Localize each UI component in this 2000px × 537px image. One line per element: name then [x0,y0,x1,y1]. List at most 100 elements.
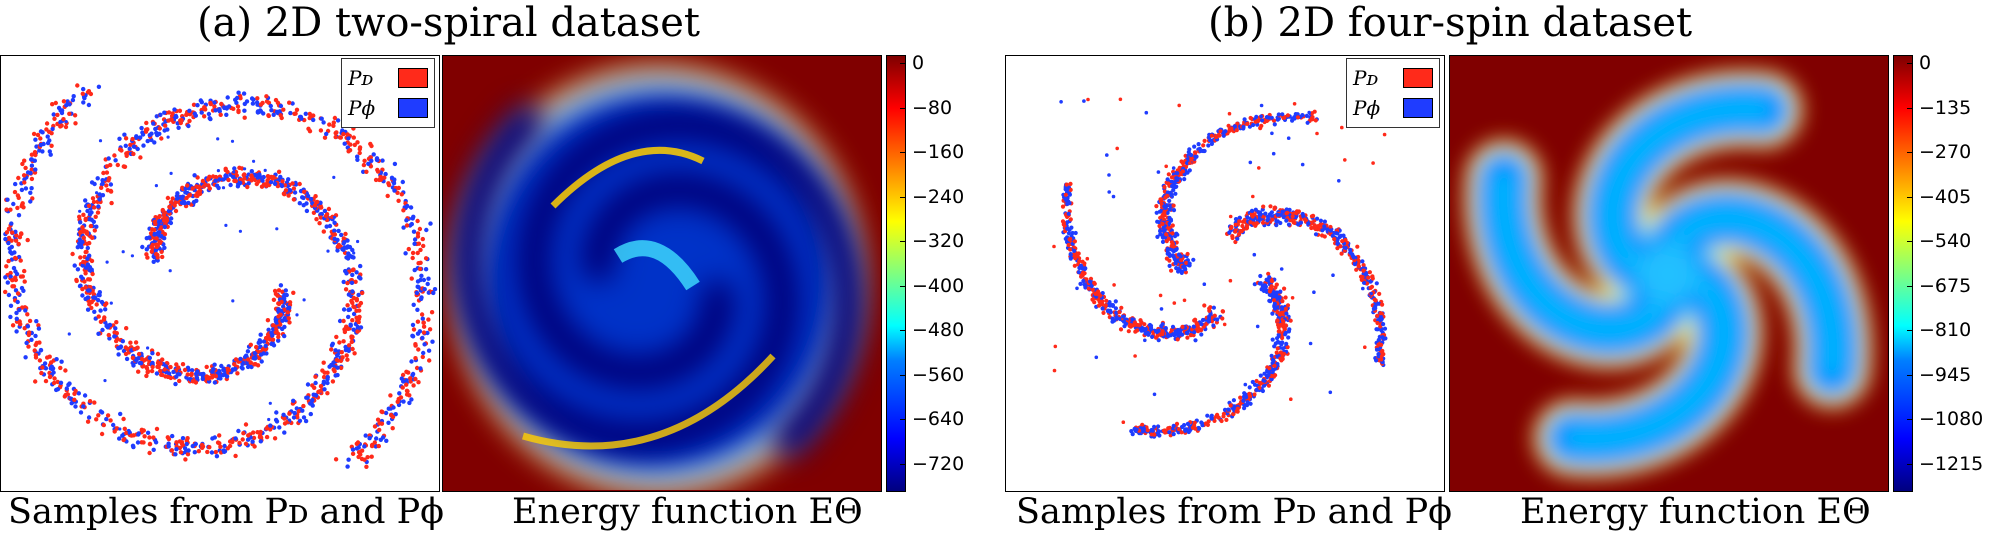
sample-point [1167,207,1172,212]
sample-point [193,113,198,118]
sample-point [233,453,238,459]
sample-point [210,436,215,441]
sample-point [290,181,295,186]
sample-point [147,435,152,440]
sample-point [47,354,52,359]
sample-point [154,251,159,257]
sample-point [276,334,281,340]
sample-point [1247,124,1252,129]
sample-point [92,309,97,314]
sample-point [34,319,39,324]
sample-point [1276,329,1281,334]
sample-point [1169,268,1174,273]
sample-point [243,422,249,427]
sample-point [1228,278,1233,283]
sample-point [22,279,27,284]
sample-point [1159,307,1164,311]
sample-point [1222,322,1227,327]
sample-point [6,258,11,264]
sample-point [67,111,72,116]
sample-point [97,197,102,202]
sample-point [268,103,273,109]
sample-point [151,121,156,126]
sample-point [87,288,92,293]
sample-point [1272,344,1277,349]
sample-point [1158,229,1163,234]
sample-point [35,132,41,138]
sample-point [1237,219,1242,224]
sample-point [1165,246,1170,252]
sample-point [425,281,430,287]
sample-point [286,316,291,321]
sample-point [138,361,144,366]
sample-point [1175,177,1180,183]
sample-point [429,310,435,315]
sample-point [55,379,60,385]
sample-point [317,389,322,394]
sample-point [117,436,122,441]
sample-point [1092,280,1097,285]
sample-point [335,365,340,370]
sample-point [133,358,139,363]
sample-point [99,431,105,437]
sample-point [6,235,12,241]
sample-point [154,184,158,188]
sample-point [311,392,316,397]
sample-point [1233,222,1238,227]
sample-point [404,382,409,387]
sample-point [333,457,339,462]
sample-point [358,276,363,281]
sample-point [396,396,401,402]
sample-point [264,434,270,440]
sample-point [83,271,88,276]
sample-point [202,114,207,119]
colorbar-b-tick-mark [1907,63,1913,64]
sample-point [51,112,56,117]
four-spin-energy-heatmap [1449,55,1889,492]
sample-point [1061,220,1066,226]
sample-point [410,322,416,328]
sample-point [420,335,425,341]
sample-point [9,244,14,250]
sample-point [217,177,222,182]
sample-point [184,112,189,117]
sample-point [80,225,85,230]
sample-point [1270,217,1275,222]
sample-point [422,287,427,292]
sample-point [55,112,60,118]
sample-point [401,225,406,230]
sample-point [109,200,114,206]
sample-point [322,208,328,214]
sample-point [187,108,192,113]
sample-point [148,231,154,236]
sample-point [1134,322,1139,327]
sample-point [318,384,324,389]
sample-point [295,313,299,317]
sample-point [274,419,280,424]
sample-point [386,406,391,411]
sample-point [29,176,35,182]
sample-point [356,454,361,460]
sample-point [287,100,292,105]
sample-point [1269,284,1274,289]
sample-point [179,195,184,200]
sample-point [407,400,412,406]
sample-point [1158,293,1163,298]
sample-point [135,146,140,152]
sample-point [1252,392,1257,397]
sample-point [1185,335,1190,340]
sample-point [346,136,351,141]
sample-point [231,106,236,111]
sample-point [1276,332,1281,337]
sample-point [1193,338,1198,343]
sample-point [1092,300,1097,305]
sample-point [85,419,91,424]
sample-point [1105,309,1111,314]
sample-point [1245,121,1250,126]
sample-point [1173,247,1178,252]
sample-point [1291,220,1296,225]
sample-point [127,146,132,151]
sample-point [350,318,355,323]
sample-point [157,219,162,224]
sample-point [1177,165,1182,170]
